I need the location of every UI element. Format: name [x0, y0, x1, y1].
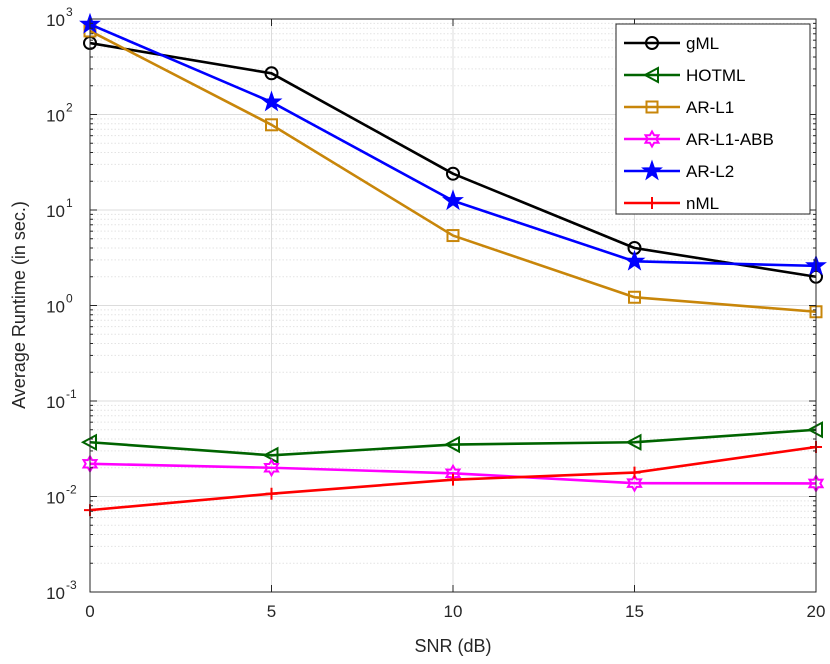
data-point-ar-l1 — [446, 229, 460, 243]
y-tick-label: 10 — [46, 298, 65, 317]
legend-item-nml: nML — [624, 194, 719, 213]
x-tick-label: 20 — [807, 602, 826, 621]
x-tick-label: 10 — [444, 602, 463, 621]
data-point-nml — [265, 487, 278, 500]
legend: gML HOTML AR-L1 AR-L1-ABB AR-L2 nML — [615, 23, 811, 215]
data-point-nml — [447, 473, 459, 486]
legend-marker-gml — [645, 36, 659, 50]
legend-marker-ar-l1 — [645, 100, 659, 114]
y-tick-label: 10 — [46, 11, 65, 30]
legend-label-nml: nML — [686, 194, 719, 213]
data-point-ar-l2 — [260, 90, 283, 112]
data-point-gml — [264, 66, 279, 81]
series-line-hotml — [89, 428, 817, 457]
x-tick-labels: 0 5 10 15 20 — [85, 602, 825, 621]
data-point-hotml — [262, 446, 279, 464]
data-point-gml — [446, 166, 460, 181]
data-point-nml — [628, 466, 641, 479]
y-axis-label: Average Runtime (in sec.) — [9, 201, 29, 409]
legend-box — [615, 23, 811, 215]
y-tick-label: 10 — [46, 584, 65, 603]
y-tick-exponent: 1 — [66, 196, 73, 210]
y-tick-label: 10 — [46, 202, 65, 221]
y-tick-label: 10 — [46, 107, 65, 126]
legend-marker-hotml — [642, 66, 659, 84]
x-axis-label: SNR (dB) — [414, 636, 491, 656]
series-gml — [83, 36, 823, 284]
data-point-ar-l2 — [442, 189, 464, 211]
y-tick-label: 10 — [46, 489, 65, 508]
data-point-hotml — [443, 435, 460, 454]
series-line-ar-l1-abb — [89, 462, 817, 485]
legend-item-ar-l2: AR-L2 — [624, 159, 734, 181]
y-tick-exponent: -1 — [66, 387, 77, 401]
series-line-gml — [89, 41, 817, 279]
x-tick-label: 0 — [85, 602, 94, 621]
data-point-ar-l1 — [265, 118, 278, 132]
y-tick-exponent: -2 — [66, 483, 77, 497]
legend-label-gml: gML — [686, 34, 719, 53]
legend-item-ar-l1: AR-L1 — [624, 98, 734, 117]
data-point-ar-l2 — [623, 249, 646, 271]
y-tick-label: 10 — [46, 393, 65, 412]
y-tick-exponent: 3 — [66, 5, 73, 19]
legend-item-hotml: HOTML — [624, 66, 746, 85]
data-point-hotml — [625, 433, 642, 451]
legend-marker-nml — [646, 197, 658, 209]
legend-marker-ar-l1-abb — [643, 129, 661, 149]
legend-label-ar-l1-abb: AR-L1-ABB — [686, 130, 774, 149]
legend-item-ar-l1-abb: AR-L1-ABB — [624, 129, 774, 149]
data-point-ar-l1 — [628, 290, 641, 304]
y-tick-exponent: -3 — [66, 578, 77, 592]
legend-label-hotml: HOTML — [686, 66, 746, 85]
legend-label-ar-l2: AR-L2 — [686, 162, 734, 181]
legend-item-gml: gML — [624, 34, 719, 53]
x-tick-label: 5 — [267, 602, 276, 621]
data-point-ar-l1-abb — [626, 473, 643, 493]
y-tick-exponent: 2 — [66, 101, 73, 115]
y-tick-exponent: 0 — [66, 292, 73, 306]
data-point-ar-l1-abb — [263, 458, 280, 478]
legend-label-ar-l1: AR-L1 — [686, 98, 734, 117]
x-tick-label: 15 — [625, 602, 644, 621]
axis-ticks — [89, 18, 817, 593]
series-layer — [79, 12, 827, 517]
series-line-ar-l1 — [89, 29, 817, 314]
legend-marker-ar-l2 — [641, 159, 663, 181]
